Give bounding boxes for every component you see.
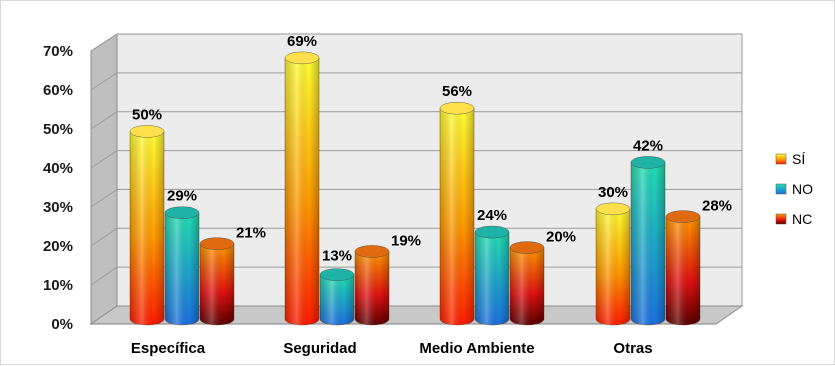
gridline-side (90, 111, 118, 130)
data-label: 21% (236, 225, 266, 242)
y-tick-label: 20% (43, 238, 73, 255)
legend: SÍ NO NC (775, 151, 813, 227)
data-label: 30% (598, 184, 628, 201)
bar-no-0: 29% (164, 188, 200, 326)
y-tick-label: 30% (43, 199, 73, 216)
bar-top (509, 241, 545, 254)
bar-top (354, 245, 390, 258)
x-category-label: Otras (613, 340, 652, 357)
gridline-side (90, 33, 118, 52)
bar-nc-0: 21% (199, 225, 266, 326)
data-label: 56% (442, 83, 472, 100)
y-tick-label: 40% (43, 160, 73, 177)
bar-shade (475, 232, 509, 325)
data-label: 50% (132, 106, 162, 123)
x-category-label: Seguridad (283, 340, 356, 357)
legend-label-nc: NC (792, 211, 812, 227)
legend-swatch-nc (775, 213, 787, 225)
bar-nc-1: 19% (354, 232, 421, 326)
bar-top (595, 202, 631, 216)
legend-label-si: SÍ (792, 151, 805, 167)
data-label: 20% (546, 229, 576, 246)
bar-shade (320, 274, 354, 325)
bar-shade (596, 208, 630, 325)
data-label: 42% (633, 137, 663, 154)
data-label: 13% (322, 248, 352, 265)
legend-label-no: NO (792, 181, 813, 197)
gridline-side (90, 266, 118, 286)
bar-top (164, 206, 200, 219)
bar-no-3: 42% (630, 137, 666, 326)
bar-shade (165, 212, 199, 325)
bar-shade (631, 162, 665, 325)
gridline-side (90, 150, 118, 169)
bar-top (439, 101, 475, 115)
y-tick-label: 0% (51, 316, 73, 333)
bar-nc-3: 28% (665, 198, 732, 326)
bar-no-1: 13% (319, 248, 355, 326)
bar-shade (440, 108, 474, 325)
data-label: 69% (287, 33, 317, 50)
bar-no-2: 24% (474, 207, 510, 326)
bar-top (284, 51, 320, 65)
bar-shade (355, 251, 389, 325)
x-category-label: Específica (131, 340, 206, 357)
y-tick-label: 70% (43, 43, 73, 60)
bar-sí-2: 56% (439, 83, 475, 326)
bar-shade (285, 57, 319, 325)
gridline-side (90, 72, 118, 91)
bar-sí-1: 69% (284, 33, 320, 326)
legend-swatch-si (775, 153, 787, 165)
legend-swatch-no (775, 183, 787, 195)
bar-top (665, 210, 701, 223)
data-label: 24% (477, 207, 507, 224)
bar-sí-0: 50% (129, 106, 165, 326)
bar-top (474, 225, 510, 239)
bar-shade (130, 131, 164, 325)
gridline-side (90, 227, 118, 247)
bar-top (199, 237, 235, 250)
data-label: 28% (702, 198, 732, 215)
bar-top (630, 156, 666, 169)
bar-top (129, 125, 165, 138)
x-category-label: Medio Ambiente (419, 340, 534, 357)
data-label: 19% (391, 232, 421, 249)
y-tick-label: 60% (43, 82, 73, 99)
bar-top (319, 268, 355, 281)
bar-shade (510, 247, 544, 325)
bar-shade (200, 243, 234, 325)
side-wall (90, 33, 118, 325)
bar-nc-2: 20% (509, 229, 576, 326)
bar-shade (666, 216, 700, 325)
data-label: 29% (167, 188, 197, 205)
gridline-side (90, 189, 118, 208)
y-tick-label: 10% (43, 277, 73, 294)
y-tick-label: 50% (43, 121, 73, 138)
bar-sí-3: 30% (595, 184, 631, 326)
